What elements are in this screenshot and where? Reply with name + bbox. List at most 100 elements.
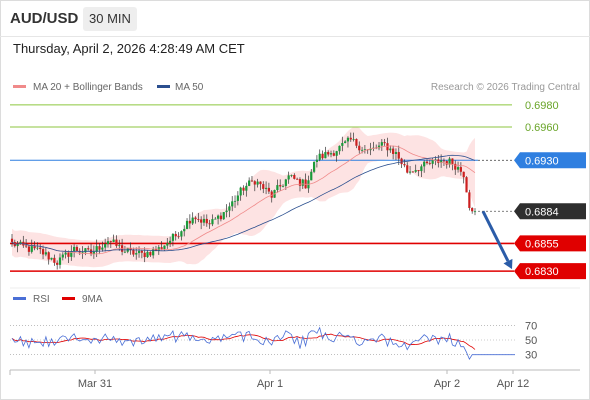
candle-body — [442, 160, 446, 162]
candle-body — [471, 207, 474, 212]
candle-body — [231, 201, 234, 207]
candle-body — [327, 152, 330, 155]
header-divider — [0, 36, 590, 37]
candle-body — [200, 219, 203, 223]
moving-averages — [11, 145, 476, 255]
candle-body — [84, 248, 87, 253]
candle-body — [89, 249, 93, 255]
candle-body — [448, 158, 451, 165]
symbol-title: AUD/USD — [10, 10, 79, 27]
candle-body — [248, 180, 251, 186]
candle-body — [180, 231, 183, 237]
candle-body — [420, 166, 423, 172]
candle-body — [168, 240, 172, 244]
candle-body — [143, 252, 146, 258]
candle-body — [456, 167, 460, 170]
forecast-arrow — [481, 210, 513, 270]
candle-body — [406, 165, 409, 173]
candle-body — [208, 223, 211, 225]
timeframe-button[interactable]: 30 MIN — [83, 7, 137, 31]
candle-body — [81, 252, 84, 254]
rsi-panel: 70 50 30 — [10, 320, 537, 362]
candle-body — [315, 159, 319, 163]
candle-body — [281, 185, 285, 187]
support-tag — [514, 263, 586, 280]
candle-body — [332, 153, 335, 156]
candle-body — [132, 249, 135, 255]
bollinger-band-fill — [12, 126, 475, 268]
candle-body — [338, 145, 341, 152]
last-price-label: 0.6884 — [525, 206, 559, 218]
candle-body — [25, 245, 28, 247]
candle-body — [36, 247, 39, 249]
candle-body — [171, 233, 175, 241]
candle-body — [425, 161, 429, 164]
candle-body — [392, 148, 395, 154]
candle-body — [233, 200, 237, 202]
candle-body — [185, 220, 189, 229]
candle-body — [417, 170, 420, 172]
candle-body — [318, 153, 321, 160]
candle-body — [344, 141, 347, 143]
candle-body — [290, 174, 293, 176]
candle-body — [468, 192, 471, 208]
candle-body — [129, 248, 132, 250]
candle-body — [287, 175, 290, 180]
candle-body — [160, 247, 163, 249]
candle-body — [87, 248, 90, 250]
legend-swatch-ma50 — [157, 85, 170, 88]
candle-body — [154, 249, 158, 251]
candle-body — [123, 251, 127, 253]
candle-body — [440, 160, 443, 163]
legend-ma50: MA 50 — [175, 82, 204, 93]
candle-body — [349, 137, 352, 140]
legend-swatch-9ma — [62, 297, 75, 300]
legend-ma20: MA 20 + Bollinger Bands — [33, 82, 143, 93]
candle-body — [377, 145, 381, 149]
candle-body — [363, 149, 366, 151]
candle-body — [30, 246, 33, 252]
candle-body — [462, 171, 465, 178]
candle-body — [473, 211, 477, 213]
candle-body — [115, 239, 118, 246]
support-tag — [514, 235, 586, 252]
candle-body — [397, 152, 400, 159]
candle-body — [10, 238, 14, 243]
candle-body — [389, 148, 392, 151]
x-tick-label: Apr 1 — [257, 378, 283, 390]
ma50-line — [11, 154, 476, 252]
candle-body — [39, 247, 42, 250]
candle-body — [191, 217, 194, 224]
candle-body — [411, 171, 414, 173]
candle-body — [394, 152, 398, 154]
candle-body — [267, 187, 271, 192]
legend-rsi: RSI — [33, 294, 50, 305]
candle-body — [58, 257, 62, 265]
candle-body — [236, 195, 239, 201]
candle-body — [50, 257, 53, 260]
candle-body — [341, 142, 344, 146]
candle-body — [400, 158, 403, 165]
chart-header: AUD/USD 30 MIN — [0, 0, 590, 36]
candle-body — [95, 246, 98, 252]
candle-body — [228, 206, 231, 211]
rsi-9ma-line — [11, 333, 476, 350]
level-labels: 0.6980 0.6960 0.6930 0.6884 0.6855 0.6830 — [514, 100, 586, 280]
timestamp: Thursday, April 2, 2026 4:28:49 AM CET — [13, 41, 245, 56]
ma20-line — [11, 145, 476, 255]
candle-body — [369, 148, 372, 151]
candle-body — [451, 158, 454, 164]
candle-body — [245, 185, 248, 191]
candle-body — [454, 163, 457, 170]
candle-body — [75, 246, 79, 251]
candle-body — [166, 243, 169, 246]
candle-body — [222, 212, 225, 220]
candle-body — [321, 153, 324, 159]
candle-body — [118, 245, 121, 247]
x-tick-label: Apr 12 — [497, 378, 529, 390]
bollinger-bands — [12, 126, 475, 268]
candle-body — [56, 262, 59, 265]
candle-body — [445, 161, 448, 165]
candle-body — [194, 217, 197, 220]
